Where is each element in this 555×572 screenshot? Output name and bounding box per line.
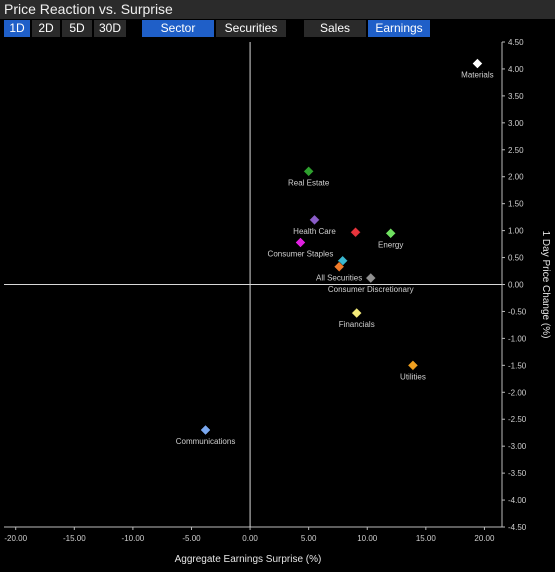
x-tick-label: 20.00: [474, 534, 495, 543]
y-tick-label: -0.50: [508, 307, 527, 316]
data-label: Communications: [176, 437, 236, 446]
data-label: Materials: [461, 71, 493, 80]
y-tick-label: 3.50: [508, 92, 524, 101]
y-tick-label: 2.00: [508, 173, 524, 182]
y-tick-label: 0.00: [508, 281, 524, 290]
tab-5d[interactable]: 5D: [62, 20, 92, 37]
data-label: Energy: [378, 240, 403, 249]
y-tick-label: -1.00: [508, 334, 527, 343]
data-label: Utilities: [400, 372, 426, 381]
x-axis-title: Aggregate Earnings Surprise (%): [175, 554, 322, 565]
x-tick-label: -20.00: [4, 534, 27, 543]
data-label: Health Care: [293, 227, 336, 236]
y-tick-label: 4.00: [508, 65, 524, 74]
y-tick-label: -3.00: [508, 442, 527, 451]
data-label: Real Estate: [288, 178, 330, 187]
data-point: [295, 237, 306, 248]
data-point: [407, 359, 419, 371]
y-tick-label: 1.00: [508, 227, 524, 236]
y-tick-label: 1.50: [508, 200, 524, 209]
y-tick-label: 0.50: [508, 254, 524, 263]
y-tick-label: -4.50: [508, 523, 527, 532]
y-tick-label: 3.00: [508, 119, 524, 128]
x-tick-label: -10.00: [122, 534, 145, 543]
x-tick-label: 5.00: [301, 534, 317, 543]
data-point: [309, 214, 320, 226]
x-tick-label: 10.00: [357, 534, 378, 543]
tab-30d[interactable]: 30D: [94, 20, 126, 37]
data-point: [333, 261, 345, 273]
data-point: [472, 58, 483, 69]
x-tick-label: -5.00: [182, 534, 201, 543]
data-point: [365, 272, 377, 284]
tab-sales[interactable]: Sales: [304, 20, 366, 37]
x-tick-label: 0.00: [242, 534, 258, 543]
tab-securities[interactable]: Securities: [216, 20, 286, 37]
toolbar: 1D 2D 5D 30D Sector Securities Sales Ear…: [0, 20, 555, 37]
x-tick-label: -15.00: [63, 534, 86, 543]
data-label: All Securities: [316, 274, 362, 283]
x-tick-label: 15.00: [416, 534, 437, 543]
y-tick-label: -2.50: [508, 415, 527, 424]
data-point: [351, 307, 363, 319]
y-tick-label: -1.50: [508, 361, 527, 370]
data-point: [200, 424, 211, 436]
y-tick-label: 4.50: [508, 38, 524, 47]
y-axis-title: 1 Day Price Change (%): [540, 231, 551, 339]
y-tick-label: -3.50: [508, 469, 527, 478]
y-tick-label: -4.00: [508, 496, 527, 505]
data-point: [385, 227, 397, 239]
data-label: Consumer Discretionary: [328, 285, 414, 294]
page-title: Price Reaction vs. Surprise: [4, 1, 173, 17]
scatter-chart: -20.00 -15.00 -10.00 -5.00 0.00 5.00 10.00 15.0…: [4, 38, 551, 565]
tab-earnings[interactable]: Earnings: [368, 20, 430, 37]
tab-sector[interactable]: Sector: [142, 20, 214, 37]
data-label: Financials: [339, 320, 375, 329]
data-point: [303, 165, 315, 177]
y-tick-label: -2.00: [508, 388, 527, 397]
data-label: Consumer Staples: [268, 249, 334, 258]
tab-2d[interactable]: 2D: [32, 20, 60, 37]
tab-1d[interactable]: 1D: [4, 20, 30, 37]
y-tick-label: 2.50: [508, 146, 524, 155]
title-bar: Price Reaction vs. Surprise: [0, 0, 555, 19]
data-point: [350, 226, 361, 238]
